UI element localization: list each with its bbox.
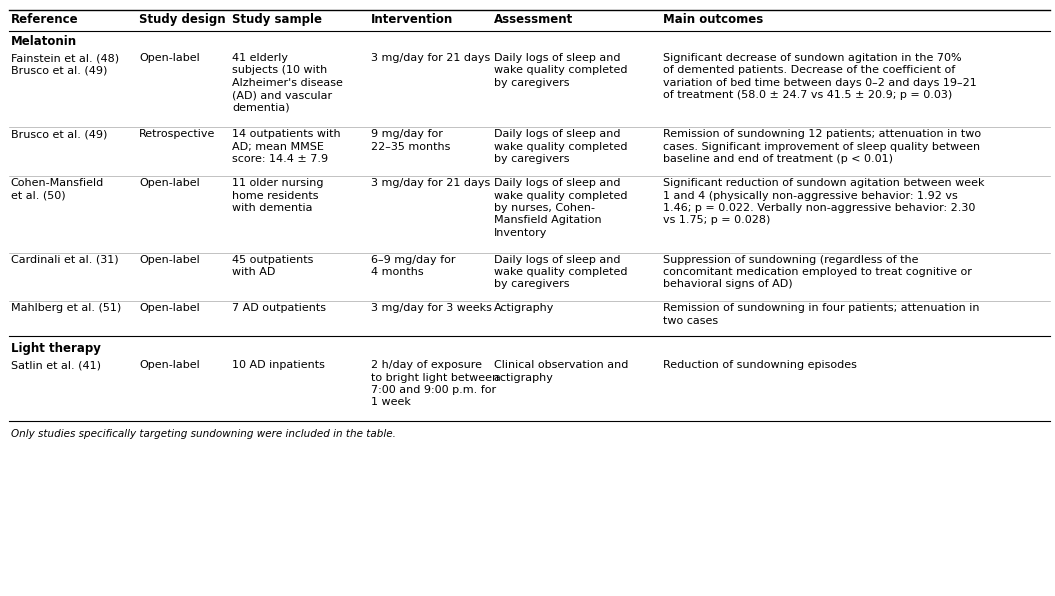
Text: Significant decrease of sundown agitation in the 70%
of demented patients. Decre: Significant decrease of sundown agitatio… (663, 53, 976, 100)
Text: Daily logs of sleep and
wake quality completed
by caregivers: Daily logs of sleep and wake quality com… (494, 129, 628, 164)
Text: 14 outpatients with
AD; mean MMSE
score: 14.4 ± 7.9: 14 outpatients with AD; mean MMSE score:… (232, 129, 341, 164)
Text: Remission of sundowning 12 patients; attenuation in two
cases. Significant impro: Remission of sundowning 12 patients; att… (663, 129, 981, 164)
Text: Cohen-Mansfield
et al. (50): Cohen-Mansfield et al. (50) (11, 178, 103, 200)
Text: Main outcomes: Main outcomes (663, 13, 763, 26)
Text: Cardinali et al. (31): Cardinali et al. (31) (11, 254, 118, 265)
Text: 3 mg/day for 3 weeks: 3 mg/day for 3 weeks (371, 303, 493, 313)
Text: 10 AD inpatients: 10 AD inpatients (232, 360, 325, 370)
Text: Open-label: Open-label (139, 360, 200, 370)
Text: 9 mg/day for
22–35 months: 9 mg/day for 22–35 months (371, 129, 450, 152)
Text: 41 elderly
subjects (10 with
Alzheimer's disease
(AD) and vascular
dementia): 41 elderly subjects (10 with Alzheimer's… (232, 53, 343, 113)
Text: Retrospective: Retrospective (139, 129, 215, 139)
Text: Satlin et al. (41): Satlin et al. (41) (11, 360, 100, 370)
Text: Study design: Study design (139, 13, 226, 26)
Text: Significant reduction of sundown agitation between week
1 and 4 (physically non-: Significant reduction of sundown agitati… (663, 178, 984, 225)
Text: Open-label: Open-label (139, 178, 200, 188)
Text: Only studies specifically targeting sundowning were included in the table.: Only studies specifically targeting sund… (11, 429, 396, 439)
Text: 6–9 mg/day for
4 months: 6–9 mg/day for 4 months (371, 254, 456, 277)
Text: Daily logs of sleep and
wake quality completed
by nurses, Cohen-
Mansfield Agita: Daily logs of sleep and wake quality com… (494, 178, 628, 238)
Text: Reduction of sundowning episodes: Reduction of sundowning episodes (663, 360, 857, 370)
Text: Study sample: Study sample (232, 13, 322, 26)
Text: Daily logs of sleep and
wake quality completed
by caregivers: Daily logs of sleep and wake quality com… (494, 254, 628, 290)
Text: 45 outpatients
with AD: 45 outpatients with AD (232, 254, 313, 277)
Text: 2 h/day of exposure
to bright light between
7:00 and 9:00 p.m. for
1 week: 2 h/day of exposure to bright light betw… (371, 360, 499, 408)
Text: 3 mg/day for 21 days: 3 mg/day for 21 days (371, 178, 491, 188)
Text: Remission of sundowning in four patients; attenuation in
two cases: Remission of sundowning in four patients… (663, 303, 979, 325)
Text: 7 AD outpatients: 7 AD outpatients (232, 303, 326, 313)
Text: Open-label: Open-label (139, 254, 200, 265)
Text: Melatonin: Melatonin (11, 35, 77, 48)
Text: Open-label: Open-label (139, 53, 200, 63)
Text: Intervention: Intervention (371, 13, 454, 26)
Text: Fainstein et al. (48)
Brusco et al. (49): Fainstein et al. (48) Brusco et al. (49) (11, 53, 118, 76)
Text: Actigraphy: Actigraphy (494, 303, 554, 313)
Text: Clinical observation and
actigraphy: Clinical observation and actigraphy (494, 360, 628, 383)
Text: 3 mg/day for 21 days: 3 mg/day for 21 days (371, 53, 491, 63)
Text: Open-label: Open-label (139, 303, 200, 313)
Text: 11 older nursing
home residents
with dementia: 11 older nursing home residents with dem… (232, 178, 324, 213)
Text: Suppression of sundowning (regardless of the
concomitant medication employed to : Suppression of sundowning (regardless of… (663, 254, 972, 290)
Text: Daily logs of sleep and
wake quality completed
by caregivers: Daily logs of sleep and wake quality com… (494, 53, 628, 88)
Text: Assessment: Assessment (494, 13, 573, 26)
Text: Reference: Reference (11, 13, 78, 26)
Text: Brusco et al. (49): Brusco et al. (49) (11, 129, 107, 139)
Text: Light therapy: Light therapy (11, 342, 100, 355)
Text: Mahlberg et al. (51): Mahlberg et al. (51) (11, 303, 121, 313)
